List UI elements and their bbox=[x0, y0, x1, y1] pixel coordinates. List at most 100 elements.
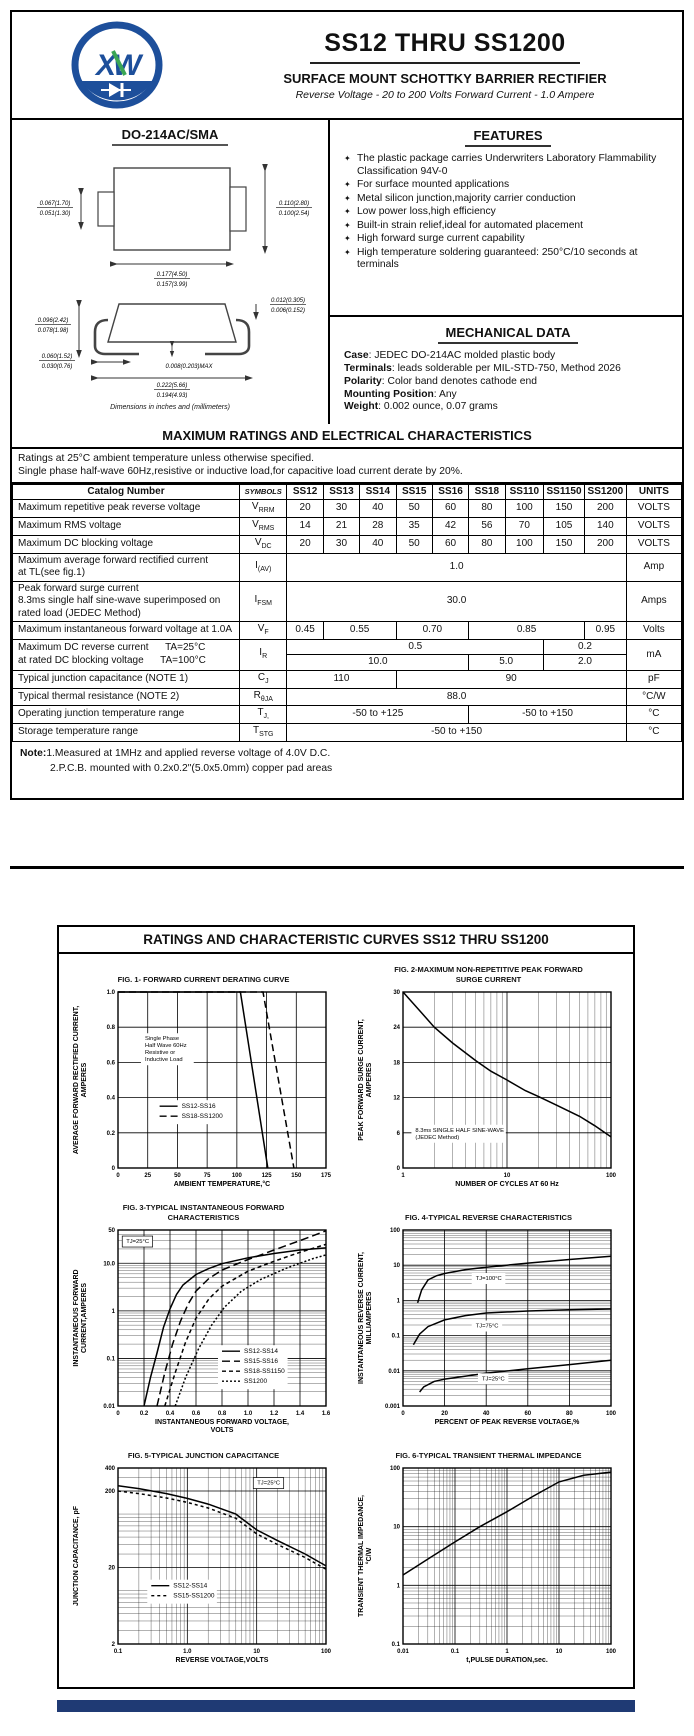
svg-text:175: 175 bbox=[320, 1173, 331, 1179]
table-row-name: Maximum DC reverse current TA=25°C at ra… bbox=[11, 638, 241, 671]
table-unit: VOLTS bbox=[625, 534, 683, 554]
table-unit: Volts bbox=[625, 621, 683, 640]
note-line1: 1.Measured at 1MHz and applied reverse v… bbox=[46, 747, 331, 759]
svg-text:0.100(2.54): 0.100(2.54) bbox=[279, 211, 310, 217]
table-cell: 56 bbox=[468, 517, 506, 536]
svg-text:0.1: 0.1 bbox=[106, 1356, 115, 1362]
figure-plot: TJ=100°C TJ=75°C TJ=25°C 0 20 40 60 80 100 0.001 0… bbox=[358, 1228, 617, 1426]
svg-text:10.0: 10.0 bbox=[103, 1261, 115, 1267]
table-header-cell: SS14 bbox=[359, 483, 397, 501]
table-unit: pF bbox=[625, 669, 683, 689]
table-row: Maximum RMS voltage VRMS 14 21 28 35 42 56 70 105… bbox=[11, 517, 683, 536]
table-symbol: VF bbox=[239, 621, 288, 640]
svg-text:SS12-SS14: SS12-SS14 bbox=[244, 1348, 278, 1355]
table-row-name: Typical junction capacitance (NOTE 1) bbox=[11, 669, 241, 689]
mechanical-value: : JEDEC DO-214AC molded plastic body bbox=[368, 350, 556, 361]
table-cell: 28 bbox=[359, 517, 397, 536]
table-symbol: IFSM bbox=[239, 580, 288, 622]
svg-text:100: 100 bbox=[231, 1173, 242, 1179]
table-row-name: Maximum DC blocking voltage bbox=[11, 534, 241, 554]
ratings-table: Catalog Number SYMBOLS SS12 SS13 SS14 SS15 SS1… bbox=[11, 483, 683, 742]
dim-body-height: 0.110(2.80) 0.100(2.54) bbox=[276, 201, 312, 217]
dim-standoff: 0.008(0.203)MAX bbox=[165, 364, 213, 370]
svg-text:20: 20 bbox=[441, 1411, 448, 1417]
mechanical-label: Weight bbox=[344, 401, 379, 413]
package-caption: Dimensions in inches and (millimeters) bbox=[110, 404, 230, 411]
table-cell: 35 bbox=[395, 517, 433, 536]
svg-text:0: 0 bbox=[401, 1411, 405, 1417]
table-cell: 50 bbox=[395, 499, 433, 518]
dim-body-width: 0.177(4.50) 0.157(3.99) bbox=[154, 272, 190, 288]
page-subtitle: SURFACE MOUNT SCHOTTKY BARRIER RECTIFIER bbox=[283, 71, 607, 86]
svg-text:100: 100 bbox=[605, 1411, 616, 1417]
svg-text:TRANSIENT THERMAL IMPEDANCE,: TRANSIENT THERMAL IMPEDANCE, bbox=[358, 1495, 365, 1617]
table-cell: 2.0 bbox=[543, 654, 627, 671]
svg-text:AMBIENT TEMPERATURE,°C: AMBIENT TEMPERATURE,°C bbox=[173, 1180, 269, 1188]
table-cell: 20 bbox=[286, 499, 324, 518]
figure-6: FIG. 6-TYPICAL TRANSIENT THERMAL IMPEDAN… bbox=[346, 1436, 631, 1674]
mechanical-label: Mounting Position bbox=[344, 388, 434, 400]
svg-text:0.1: 0.1 bbox=[391, 1334, 400, 1340]
table-header-cell: SS13 bbox=[322, 483, 361, 501]
svg-text:SS15-SS16: SS15-SS16 bbox=[244, 1358, 278, 1365]
svg-text:18: 18 bbox=[393, 1060, 400, 1066]
package-title: DO-214AC/SMA bbox=[111, 127, 229, 146]
table-symbol: TSTG bbox=[239, 723, 288, 742]
svg-text:8.3ms SINGLE HALF SINE-WAVE: 8.3ms SINGLE HALF SINE-WAVE bbox=[415, 1128, 504, 1134]
mechanical-row: Case: JEDEC DO-214AC molded plastic body bbox=[344, 350, 672, 363]
table-cell: 140 bbox=[583, 517, 627, 536]
figure-title: FIG. 2-MAXIMUM NON-REPETITIVE PEAK FORWA… bbox=[394, 965, 583, 984]
mechanical-row: Weight: 0.002 ounce, 0.07 grams bbox=[344, 401, 672, 414]
table-row-name: Maximum repetitive peak reverse voltage bbox=[11, 499, 241, 518]
table-cell: 60 bbox=[431, 499, 470, 518]
svg-text:0.051(1.30): 0.051(1.30) bbox=[40, 211, 71, 217]
mechanical-label: Case bbox=[344, 350, 369, 361]
svg-text:0.177(4.50): 0.177(4.50) bbox=[157, 272, 188, 278]
svg-text:10: 10 bbox=[503, 1173, 510, 1179]
mechanical-row: Mounting Position: Any bbox=[344, 389, 672, 402]
svg-text:TJ=25°C: TJ=25°C bbox=[257, 1481, 280, 1487]
feature-item: ✦ The plastic package carries Underwrite… bbox=[344, 153, 657, 177]
mechanical-label: Terminals bbox=[344, 362, 392, 374]
svg-text:AMPERES: AMPERES bbox=[81, 1062, 88, 1097]
svg-text:0.222(5.66): 0.222(5.66) bbox=[157, 383, 188, 389]
svg-text:100: 100 bbox=[389, 1228, 400, 1234]
svg-text:30: 30 bbox=[393, 990, 400, 996]
table-cell: -50 to +125 bbox=[286, 705, 470, 724]
svg-text:SS1200: SS1200 bbox=[244, 1378, 268, 1385]
svg-text:24: 24 bbox=[393, 1025, 400, 1031]
table-cell: 50 bbox=[395, 534, 433, 554]
svg-text:1.6: 1.6 bbox=[321, 1411, 330, 1417]
svg-text:0: 0 bbox=[111, 1166, 115, 1172]
figure-2: FIG. 2-MAXIMUM NON-REPETITIVE PEAK FORWA… bbox=[346, 960, 631, 1198]
series-TJ=75°C bbox=[412, 1308, 611, 1346]
svg-text:W: W bbox=[113, 49, 144, 82]
svg-text:10: 10 bbox=[253, 1649, 260, 1655]
page1-frame: X W SS12 THRU SS1200 SURFACE MOUNT SCHOT… bbox=[10, 10, 684, 800]
svg-text:10: 10 bbox=[555, 1649, 562, 1655]
table-row: Operating junction temperature range TJ, -… bbox=[11, 705, 683, 724]
feature-item: ✦ For surface mounted applications bbox=[344, 179, 510, 191]
series-SS12-SS14 bbox=[117, 1484, 326, 1567]
table-cell: 20 bbox=[286, 534, 324, 554]
table-header-cell: SS15 bbox=[395, 483, 433, 501]
mechanical-row: Terminals: leads solderable per MIL-STD-… bbox=[344, 363, 672, 376]
table-cell: 60 bbox=[431, 534, 470, 554]
logo: X W bbox=[12, 19, 222, 111]
table-row-name: Peak forward surge current 8.3ms single … bbox=[11, 580, 241, 622]
table-row: Maximum average forward rectified curren… bbox=[11, 552, 683, 582]
svg-text:50: 50 bbox=[174, 1173, 181, 1179]
feature-item: ✦ High temperature soldering guaranteed:… bbox=[344, 246, 638, 271]
table-row: Maximum DC blocking voltage VDC 20 30 40 50 60… bbox=[11, 534, 683, 554]
table-symbol: TJ, bbox=[239, 705, 288, 724]
table-cell: 14 bbox=[286, 517, 324, 536]
dim-lead-height: 0.067(1.70) 0.051(1.30) bbox=[37, 201, 73, 217]
figure-title: FIG. 5-TYPICAL JUNCTION CAPACITANCE bbox=[127, 1450, 280, 1460]
mechanical-value: : Any bbox=[433, 388, 457, 400]
series-SS18-SS1150 bbox=[163, 1243, 326, 1407]
table-cell: 10.0 bbox=[286, 654, 470, 671]
svg-text:1: 1 bbox=[111, 1309, 115, 1315]
svg-text:125: 125 bbox=[261, 1173, 272, 1179]
mechanical-label: Polarity bbox=[344, 375, 382, 387]
